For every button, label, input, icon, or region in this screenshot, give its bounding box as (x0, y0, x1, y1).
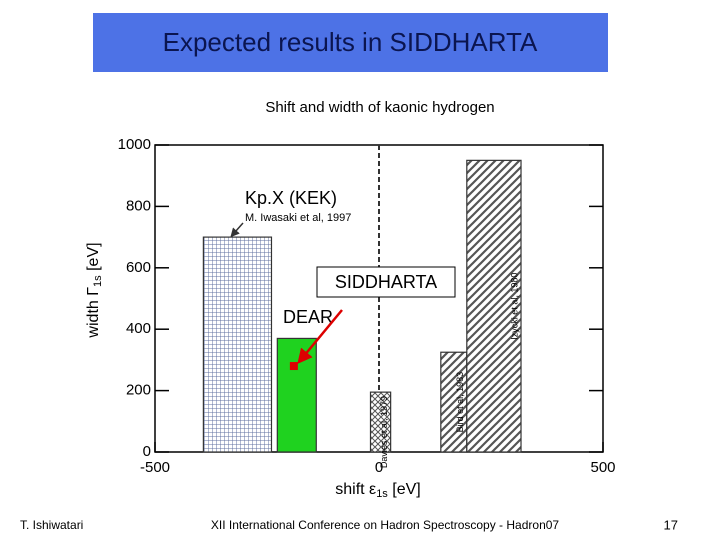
x-tick-label: 0 (375, 459, 383, 476)
x-label-main: shift ε (335, 481, 376, 498)
y-label-sub: 1s (92, 275, 104, 287)
y-tick-label: 400 (126, 320, 151, 337)
expected-point (289, 362, 298, 371)
kpx-note: M. Iwasaki et al, 1997 (245, 212, 351, 224)
slide-title: Expected results in SIDDHARTA (163, 27, 538, 57)
region (440, 351, 468, 453)
region-label: Bird et al, 1983 (455, 372, 465, 433)
region-label: Davies et al, 1979 (379, 396, 389, 468)
y-tick-label: 0 (143, 443, 151, 460)
chart-title: Shift and width of kaonic hydrogen (265, 99, 494, 116)
region (202, 236, 273, 453)
y-label-main: width Γ (85, 287, 102, 339)
footer-author: T. Ishiwatari (20, 518, 83, 532)
x-label-unit: [eV] (388, 481, 421, 498)
footer-conference: XII International Conference on Hadron S… (211, 518, 560, 532)
y-axis-label: width Γ1s [eV] (85, 242, 104, 338)
x-axis-label: shift ε1s [eV] (335, 481, 420, 500)
dear-arrow (297, 309, 343, 364)
region (276, 337, 317, 453)
y-tick-label: 800 (126, 197, 151, 214)
kpx-label: Kp.X (KEK) (245, 188, 337, 208)
x-label-sub: 1s (376, 488, 388, 500)
title-bar (93, 13, 608, 72)
y-tick-label: 1000 (118, 136, 151, 153)
y-tick-label: 600 (126, 259, 151, 276)
x-tick-label: 500 (590, 459, 615, 476)
region-label: Izycki et al, 1980 (509, 273, 519, 340)
region (369, 391, 392, 453)
page-number: 17 (664, 517, 678, 532)
y-label-unit: [eV] (85, 242, 102, 275)
dear-label: DEAR (283, 307, 333, 327)
kpx-arrow (230, 222, 244, 238)
x-tick-label: -500 (140, 459, 170, 476)
y-tick-label: 200 (126, 382, 151, 399)
annotation-box (316, 266, 456, 298)
annotation: SIDDHARTA (335, 272, 437, 292)
region (466, 159, 522, 453)
